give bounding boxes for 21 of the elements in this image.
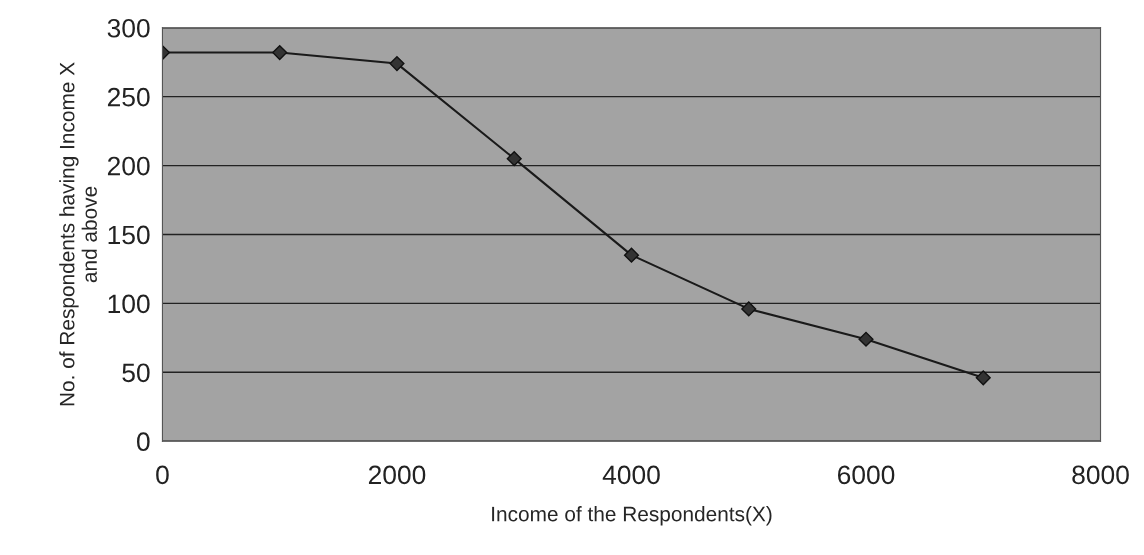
x-tick-label: 6000	[838, 465, 895, 485]
y-axis-title: No. of Respondents having Income X and above	[59, 62, 97, 406]
y-tick-label: 150	[108, 225, 150, 245]
x-tick-label: 2000	[368, 465, 426, 485]
point	[389, 56, 405, 72]
x-tick-label: 0	[156, 465, 169, 485]
y-tick-label: 50	[122, 363, 150, 383]
point	[858, 331, 874, 347]
x-axis-title: Income of the Respondents(X)	[492, 506, 772, 526]
y-tick-label: 200	[107, 156, 150, 176]
y-tick-label: 0	[137, 432, 150, 452]
point	[741, 301, 757, 317]
y-tick-label: 250	[107, 87, 150, 107]
point	[975, 370, 991, 386]
x-tick-label: 4000	[602, 465, 660, 485]
point	[272, 44, 288, 61]
point	[506, 151, 522, 167]
y-tick-label: 300	[107, 18, 150, 38]
y-tick-label: 100	[108, 294, 150, 314]
point	[623, 247, 640, 263]
x-tick-label: 8000	[1072, 465, 1129, 485]
